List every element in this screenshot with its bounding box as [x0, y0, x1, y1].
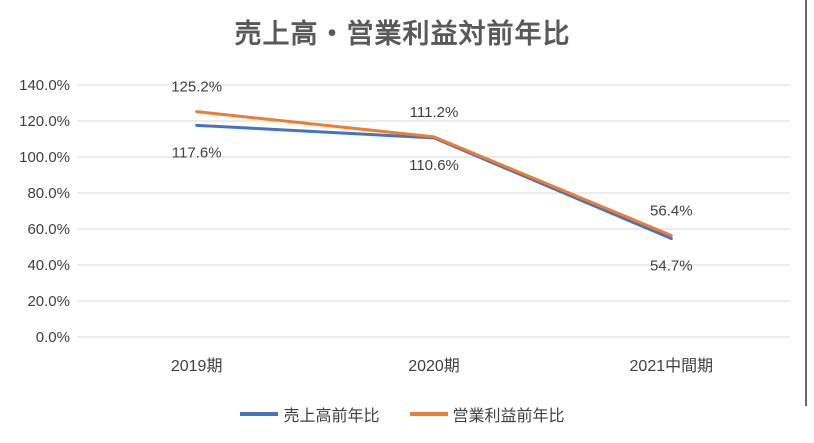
- x-axis-category-label: 2021中間期: [630, 357, 714, 375]
- legend-label-sales-yoy: 売上高前年比: [283, 408, 380, 425]
- legend-item-sales-yoy: 売上高前年比: [240, 402, 380, 426]
- series-line: [195, 110, 673, 237]
- x-axis-category-label: 2019期: [171, 357, 223, 375]
- y-axis-tick-label: 120.0%: [19, 113, 70, 130]
- profit-line-swatch-icon: [409, 412, 448, 416]
- y-axis-tick-label: 100.0%: [19, 149, 70, 166]
- data-label: 110.6%: [409, 157, 459, 174]
- series-line: [195, 123, 673, 241]
- y-axis-tick-label: 80.0%: [27, 185, 70, 202]
- legend-item-profit-yoy: 営業利益前年比: [409, 402, 565, 426]
- y-axis-tick-label: 20.0%: [27, 293, 70, 310]
- y-axis-tick-label: 60.0%: [27, 221, 70, 238]
- sales-line-swatch-icon: [240, 412, 279, 416]
- data-label: 54.7%: [650, 258, 693, 275]
- data-label: 111.2%: [410, 104, 459, 121]
- data-label: 125.2%: [171, 79, 222, 96]
- y-axis-tick-label: 0.0%: [36, 329, 70, 346]
- data-label: 117.6%: [172, 144, 222, 161]
- x-axis-category-label: 2020期: [408, 357, 460, 375]
- y-axis-tick-label: 140.0%: [19, 77, 70, 94]
- y-axis-tick-label: 40.0%: [27, 257, 70, 274]
- legend-label-profit-yoy: 営業利益前年比: [452, 408, 565, 425]
- data-label: 56.4%: [650, 202, 693, 219]
- chart-legend: 売上高前年比 営業利益前年比: [0, 402, 805, 426]
- chart-title: 売上高・営業利益対前年比: [234, 19, 571, 49]
- chart-frame-right-border: [805, 0, 807, 406]
